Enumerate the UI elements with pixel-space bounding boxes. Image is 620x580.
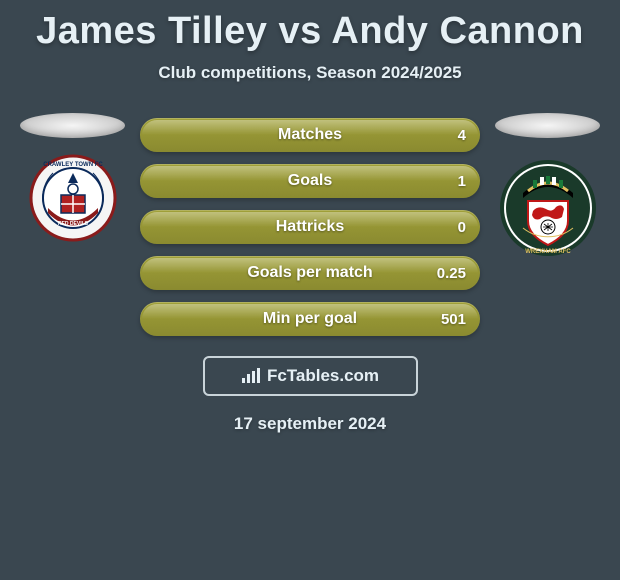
player-left-photo-placeholder — [20, 113, 125, 138]
player-left-column: CRAWLEY TOWN FC RED DEVILS — [20, 113, 125, 243]
page-title: James Tilley vs Andy Cannon — [36, 10, 584, 53]
stat-right-value: 1 — [458, 173, 466, 190]
comparison-card: James Tilley vs Andy Cannon Club competi… — [0, 0, 620, 434]
stat-label: Goals — [288, 172, 332, 190]
stat-row-goals: Goals 1 — [140, 164, 480, 198]
date-label: 17 september 2024 — [234, 414, 386, 434]
stat-right-value: 0 — [458, 219, 466, 236]
stat-right-value: 501 — [441, 311, 466, 328]
player-right-column: WREXHAM AFC — [495, 113, 600, 263]
crawley-crest-icon: CRAWLEY TOWN FC RED DEVILS — [23, 153, 123, 243]
brand-box[interactable]: FcTables.com — [203, 356, 418, 396]
club-crest-right: WREXHAM AFC — [498, 153, 598, 263]
stat-row-goals-per-match: Goals per match 0.25 — [140, 256, 480, 290]
stat-label: Matches — [278, 126, 342, 144]
main-comparison-area: CRAWLEY TOWN FC RED DEVILS Matches 4 Goa… — [0, 113, 620, 336]
stat-label: Min per goal — [263, 310, 357, 328]
wrexham-crest-icon: WREXHAM AFC — [498, 153, 598, 263]
stats-column: Matches 4 Goals 1 Hattricks 0 Goals per … — [140, 113, 480, 336]
svg-text:WREXHAM AFC: WREXHAM AFC — [525, 249, 571, 255]
club-crest-left: CRAWLEY TOWN FC RED DEVILS — [23, 153, 123, 243]
brand-label: FcTables.com — [267, 366, 379, 386]
stat-right-value: 4 — [458, 127, 466, 144]
stat-label: Goals per match — [247, 264, 372, 282]
chart-bars-icon — [241, 368, 261, 384]
stat-right-value: 0.25 — [437, 265, 466, 282]
svg-text:RED DEVILS: RED DEVILS — [57, 221, 88, 227]
stat-row-matches: Matches 4 — [140, 118, 480, 152]
stat-row-hattricks: Hattricks 0 — [140, 210, 480, 244]
player-right-photo-placeholder — [495, 113, 600, 138]
subtitle: Club competitions, Season 2024/2025 — [158, 63, 461, 83]
stat-row-min-per-goal: Min per goal 501 — [140, 302, 480, 336]
svg-text:CRAWLEY TOWN FC: CRAWLEY TOWN FC — [43, 162, 103, 168]
stat-label: Hattricks — [276, 218, 344, 236]
